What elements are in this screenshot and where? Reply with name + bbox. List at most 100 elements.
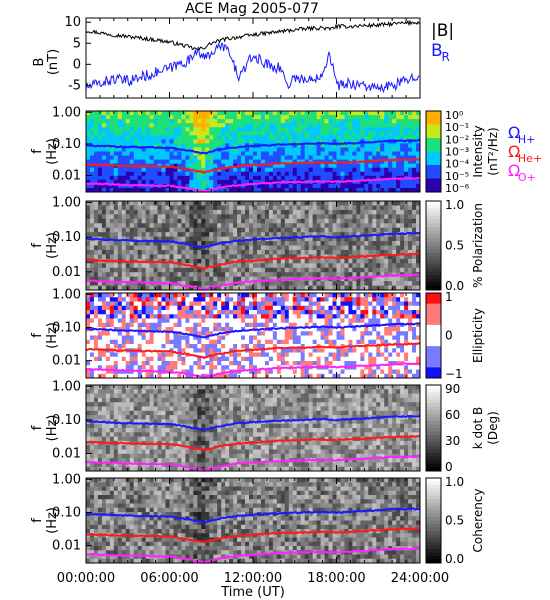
heatmap-cell: [185, 183, 190, 189]
heatmap-cell: [372, 285, 377, 291]
heatmap-cell: [416, 209, 421, 215]
heatmap-cell: [237, 232, 242, 237]
heatmap-cell: [161, 285, 166, 291]
heatmap-cell: [340, 331, 345, 336]
heatmap-cell: [105, 179, 111, 185]
heatmap-cell: [165, 245, 170, 251]
heatmap-cell: [197, 352, 202, 358]
heatmap-cell: [328, 175, 333, 181]
colorbar-frame: [425, 200, 442, 291]
heatmap-cell: [372, 119, 377, 124]
heatmap-cell: [181, 276, 186, 282]
heatmap-cell: [117, 119, 123, 124]
heatmap-cell: [400, 111, 405, 116]
heatmap-cell: [320, 267, 325, 273]
heatmap-cell: [336, 318, 341, 324]
heatmap-cell: [137, 227, 143, 233]
heatmap-cell: [332, 373, 337, 379]
heatmap-cell: [336, 214, 341, 220]
heatmap-cell: [364, 249, 369, 255]
heatmap-cell: [153, 159, 158, 165]
heatmap-cell: [296, 155, 302, 160]
heatmap-cell: [193, 301, 198, 307]
heatmap-cell: [380, 163, 385, 169]
heatmap-cell: [181, 143, 186, 148]
heatmap-cell: [272, 335, 278, 341]
heatmap-cell: [233, 135, 238, 140]
heatmap-cell: [245, 183, 250, 189]
heatmap-cell: [225, 361, 230, 366]
heatmap-cell: [213, 223, 218, 229]
heatmap-cell: [153, 171, 158, 177]
heatmap-cell: [324, 135, 329, 140]
heatmap-cell: [237, 143, 242, 148]
heatmap-cell: [256, 223, 262, 229]
heatmap-cell: [209, 147, 214, 152]
heatmap-cell: [213, 301, 218, 307]
heatmap-cell: [89, 205, 95, 211]
heatmap-cell: [201, 115, 206, 120]
heatmap-cell: [272, 201, 278, 206]
heatmap-cell: [288, 267, 294, 273]
heatmap-cell: [256, 352, 262, 358]
heatmap-cell: [360, 179, 365, 185]
heatmap-cell: [344, 111, 349, 116]
heatmap-cell: [356, 236, 361, 242]
heatmap-cell: [264, 214, 270, 220]
heatmap-cell: [145, 365, 151, 370]
heatmap-cell: [133, 111, 139, 116]
heatmap-cell: [300, 111, 306, 116]
heatmap-cell: [157, 201, 162, 206]
heatmap-cell: [276, 254, 282, 260]
heatmap-cell: [169, 135, 174, 140]
heatmap-cell: [300, 201, 306, 206]
heatmap-cell: [376, 167, 381, 173]
heatmap-cell: [356, 276, 361, 282]
heatmap-cell: [412, 245, 417, 251]
heatmap-cell: [328, 293, 333, 298]
colorbar-swatch: [426, 245, 441, 250]
heatmap-cell: [237, 123, 242, 128]
heatmap-cell: [217, 115, 222, 120]
heatmap-cell: [264, 249, 270, 255]
heatmap-cell: [344, 205, 349, 211]
heatmap-cell: [312, 293, 318, 298]
heatmap-cell: [129, 227, 135, 233]
heatmap-cell: [404, 249, 409, 255]
heatmap-cell: [249, 272, 254, 278]
heatmap-cell: [260, 322, 266, 328]
legend-omega-he: Ω: [508, 142, 520, 161]
heatmap-cell: [217, 281, 222, 286]
heatmap-cell: [368, 119, 373, 124]
heatmap-cell: [249, 159, 254, 165]
heatmap-cell: [173, 310, 178, 315]
heatmap-cell: [312, 135, 318, 140]
heatmap-cell: [157, 272, 162, 278]
heatmap-cell: [404, 131, 409, 136]
heatmap-cell: [241, 143, 246, 148]
heatmap-cell: [272, 285, 278, 291]
heatmap-cell: [165, 258, 170, 264]
heatmap-cell: [396, 223, 401, 229]
heatmap-cell: [221, 339, 226, 345]
heatmap-cell: [137, 115, 143, 120]
heatmap-cell: [308, 267, 314, 273]
heatmap-cell: [340, 352, 345, 358]
heatmap-cell: [404, 147, 409, 152]
heatmap-cell: [400, 167, 405, 173]
heatmap-cell: [253, 293, 258, 298]
heatmap-cell: [392, 115, 397, 120]
heatmap-cell: [173, 151, 178, 156]
heatmap-cell: [229, 139, 234, 144]
heatmap-cell: [344, 314, 349, 319]
heatmap-cell: [113, 373, 119, 379]
heatmap-cell: [336, 310, 341, 315]
heatmap-cell: [181, 214, 186, 220]
heatmap-cell: [189, 127, 194, 132]
heatmap-cell: [101, 285, 107, 291]
heatmap-cell: [161, 127, 166, 132]
heatmap-cell: [137, 159, 143, 165]
heatmap-cell: [125, 139, 131, 144]
heatmap-cell: [185, 151, 190, 156]
heatmap-cell: [185, 322, 190, 328]
